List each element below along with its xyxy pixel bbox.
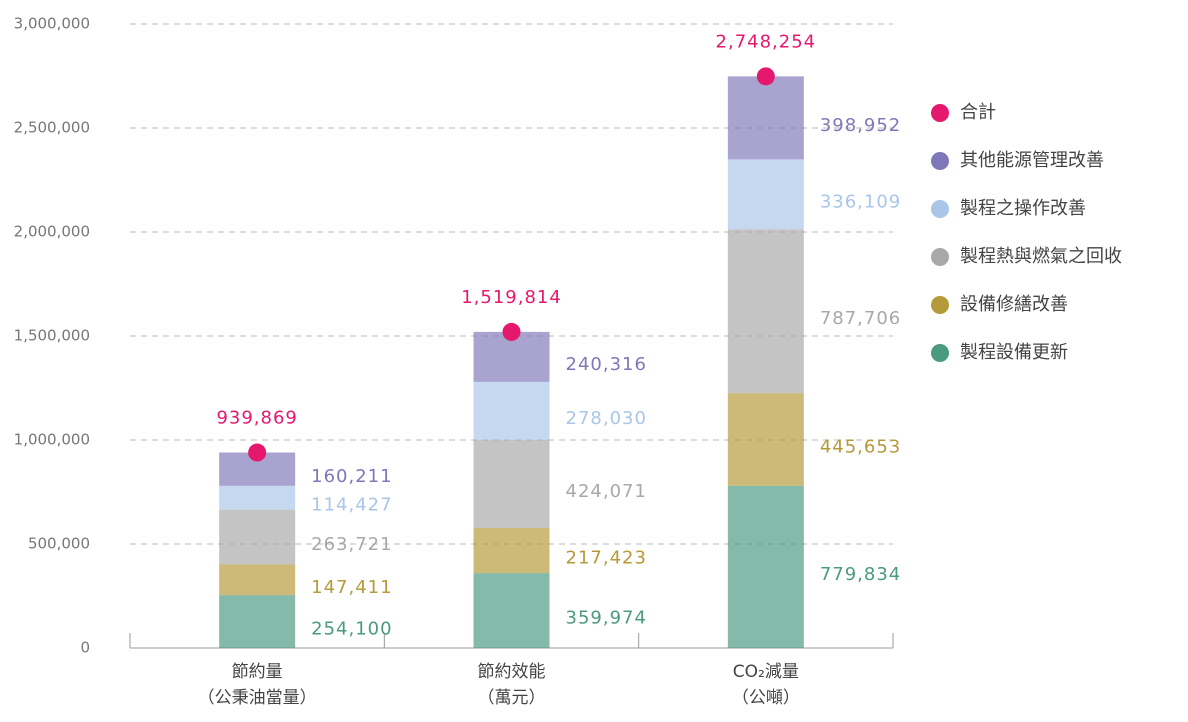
total-dot bbox=[502, 322, 521, 341]
legend-marker bbox=[931, 152, 949, 170]
x-tick-label: （萬元） bbox=[478, 688, 546, 708]
bar-segment bbox=[219, 485, 296, 510]
value-label: 240,316 bbox=[566, 354, 647, 375]
total-label: 1,519,814 bbox=[461, 287, 562, 308]
legend-marker bbox=[931, 296, 949, 314]
value-label: 445,653 bbox=[820, 436, 901, 457]
x-tick-label: CO₂減量 bbox=[733, 662, 799, 682]
value-label: 787,706 bbox=[820, 308, 901, 329]
bar-segment bbox=[727, 76, 804, 160]
value-label: 263,721 bbox=[311, 534, 392, 555]
y-tick-label: 1,000,000 bbox=[14, 431, 90, 449]
bar-segment bbox=[219, 509, 296, 565]
y-tick-label: 2,500,000 bbox=[14, 119, 90, 137]
bar-segment bbox=[219, 564, 296, 596]
y-tick-label: 2,000,000 bbox=[14, 223, 90, 241]
value-label: 398,952 bbox=[820, 115, 901, 136]
y-tick-label: 3,000,000 bbox=[14, 15, 90, 33]
y-tick-label: 0 bbox=[80, 639, 90, 657]
value-label: 278,030 bbox=[566, 408, 647, 429]
legend-label: 合計 bbox=[960, 102, 996, 123]
bar-segment bbox=[727, 229, 804, 394]
legend-marker bbox=[931, 200, 949, 218]
bar-segment bbox=[727, 159, 804, 230]
value-label: 160,211 bbox=[311, 466, 392, 487]
value-label: 114,427 bbox=[311, 495, 392, 516]
legend-label: 製程之操作改善 bbox=[960, 198, 1086, 219]
x-tick-label: 節約量 bbox=[232, 662, 283, 682]
x-tick-label: （公噸） bbox=[732, 688, 800, 708]
total-label: 939,869 bbox=[216, 408, 297, 429]
legend-label: 設備修繕改善 bbox=[960, 294, 1068, 315]
bar-segment bbox=[727, 485, 804, 648]
x-tick-label: （公秉油當量） bbox=[198, 688, 317, 708]
legend-marker bbox=[931, 248, 949, 266]
bar-segment bbox=[473, 439, 550, 528]
x-tick-label: 節約效能 bbox=[478, 662, 546, 682]
value-label: 359,974 bbox=[566, 608, 647, 629]
value-label: 147,411 bbox=[311, 577, 392, 598]
value-label: 779,834 bbox=[820, 564, 901, 585]
legend-label: 其他能源管理改善 bbox=[960, 150, 1104, 171]
value-label: 254,100 bbox=[311, 619, 392, 640]
legend-marker bbox=[931, 344, 949, 362]
bar-segment bbox=[727, 393, 804, 486]
value-label: 336,109 bbox=[820, 191, 901, 212]
value-label: 217,423 bbox=[566, 548, 647, 569]
total-label: 2,748,254 bbox=[716, 31, 817, 52]
bar-segment bbox=[473, 573, 550, 648]
legend-label: 製程設備更新 bbox=[960, 342, 1068, 363]
bar-segment bbox=[473, 381, 550, 440]
bar-segment bbox=[473, 527, 550, 574]
value-label: 424,071 bbox=[566, 481, 647, 502]
legend-marker bbox=[931, 104, 949, 122]
y-tick-label: 1,500,000 bbox=[14, 327, 90, 345]
total-dot bbox=[248, 443, 267, 462]
legend-label: 製程熱與燃氣之回收 bbox=[960, 246, 1122, 267]
total-dot bbox=[756, 67, 775, 86]
y-tick-label: 500,000 bbox=[28, 535, 90, 553]
bar-segment bbox=[219, 595, 296, 648]
